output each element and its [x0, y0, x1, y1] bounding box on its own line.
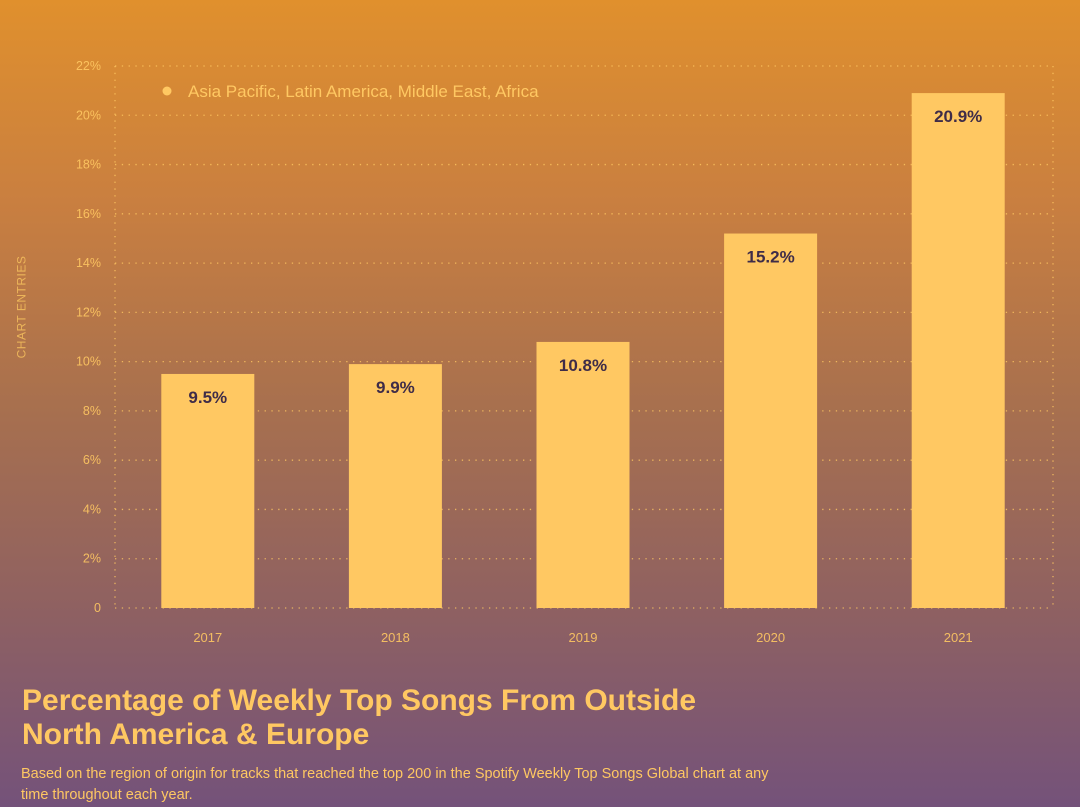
data-label: 10.8% [559, 356, 607, 375]
data-label: 15.2% [746, 248, 794, 267]
bar-2019 [536, 341, 630, 608]
y-tick-label: 18% [76, 158, 101, 172]
x-tick-label: 2020 [756, 630, 785, 645]
data-label: 9.5% [188, 388, 227, 407]
x-tick-label: 2019 [569, 630, 598, 645]
x-tick-label: 2018 [381, 630, 410, 645]
y-tick-label: 6% [83, 453, 101, 467]
legend-marker [162, 86, 172, 96]
bar-2020 [724, 233, 818, 608]
chart-subtitle: Based on the region of origin for tracks… [21, 766, 769, 803]
legend-label: Asia Pacific, Latin America, Middle East… [188, 82, 539, 101]
y-axis-label: CHART ENTRIES [14, 255, 29, 359]
bar-2017 [161, 373, 255, 608]
y-tick-label: 14% [76, 256, 101, 270]
y-tick-label: 12% [76, 305, 101, 319]
bar-2021 [911, 93, 1005, 609]
y-tick-label: 4% [83, 502, 101, 516]
bar-2018 [348, 364, 442, 608]
y-tick-label: 0 [94, 601, 101, 615]
y-tick-label: 16% [76, 207, 101, 221]
x-tick-label: 2017 [193, 630, 222, 645]
chart-title: Percentage of Weekly Top Songs From Outs… [22, 684, 697, 751]
y-tick-label: 8% [83, 404, 101, 418]
bar-chart: 0 2% 4% 6% 8% 10% 12% 14% 16% 18% 20% 22% 9.5% 2017 9.… [76, 59, 1054, 645]
data-label: 9.9% [376, 378, 415, 397]
y-tick-label: 10% [76, 355, 101, 369]
x-tick-label: 2021 [944, 630, 973, 645]
y-tick-label: 20% [76, 108, 101, 122]
data-label: 20.9% [934, 107, 982, 126]
y-tick-label: 22% [76, 59, 101, 73]
y-tick-label: 2% [83, 552, 101, 566]
